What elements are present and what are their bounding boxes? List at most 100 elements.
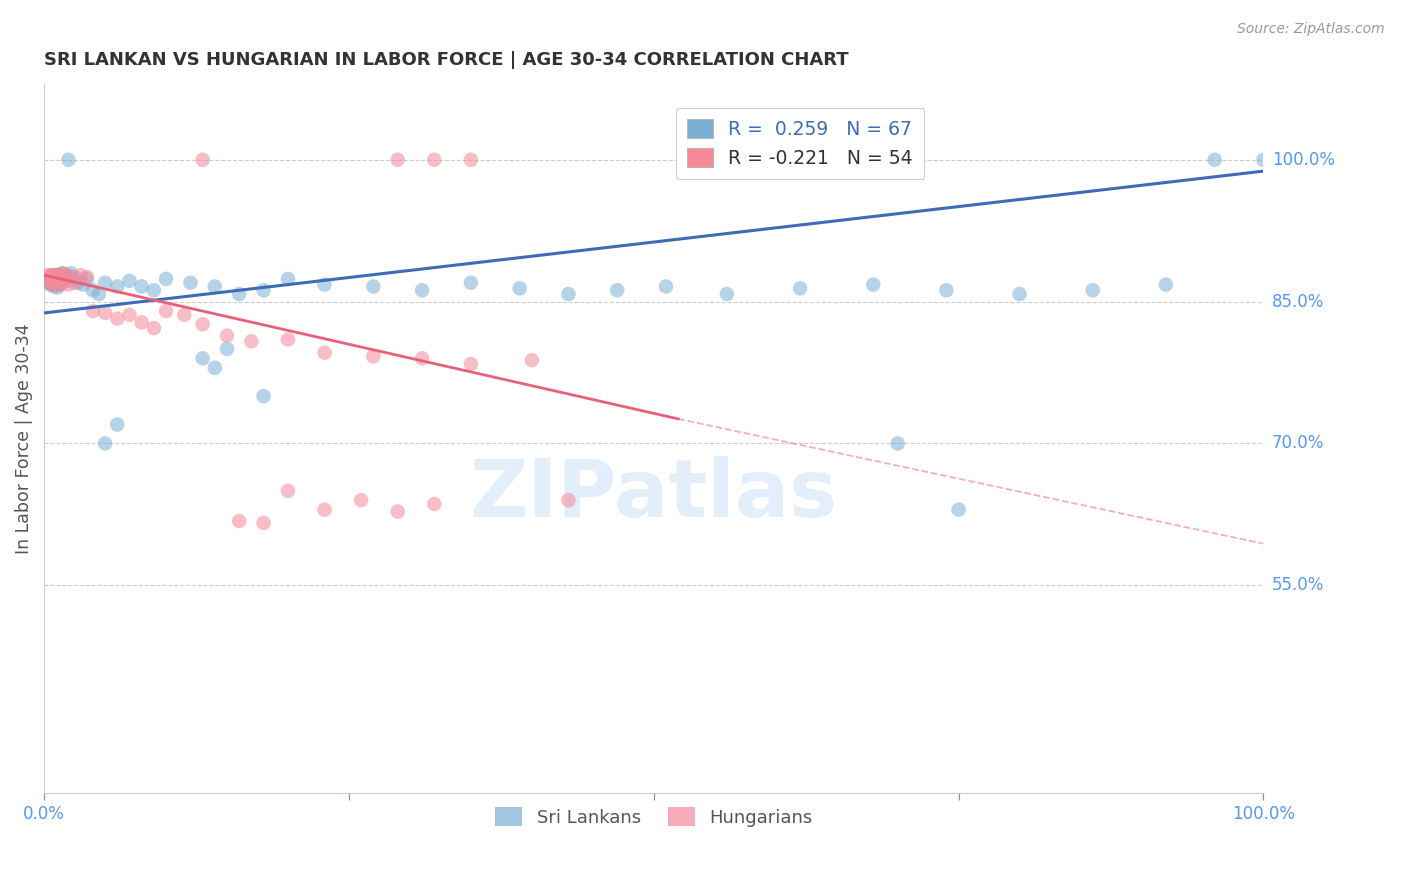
Point xyxy=(228,287,250,301)
Point xyxy=(142,283,165,297)
Point xyxy=(789,281,811,295)
Point xyxy=(252,389,274,403)
Point xyxy=(63,276,86,290)
Point xyxy=(131,315,153,329)
Point xyxy=(46,271,69,285)
Point xyxy=(49,277,72,292)
Point xyxy=(948,502,970,516)
Point xyxy=(155,304,177,318)
Point xyxy=(52,271,75,285)
Point xyxy=(314,277,336,292)
Point xyxy=(277,333,299,347)
Point xyxy=(509,281,531,295)
Point xyxy=(58,277,80,292)
Point xyxy=(215,328,238,343)
Point xyxy=(142,321,165,335)
Point xyxy=(411,351,433,366)
Point xyxy=(48,274,70,288)
Text: ZIPatlas: ZIPatlas xyxy=(470,457,838,534)
Point xyxy=(191,153,214,167)
Point xyxy=(76,272,98,286)
Point xyxy=(460,276,482,290)
Point xyxy=(204,360,226,375)
Point xyxy=(38,271,60,285)
Point xyxy=(48,268,70,282)
Point xyxy=(72,277,94,292)
Point xyxy=(314,345,336,359)
Point xyxy=(350,493,373,508)
Point xyxy=(49,277,72,292)
Point xyxy=(363,350,385,364)
Point xyxy=(191,318,214,332)
Point xyxy=(63,270,86,285)
Point xyxy=(460,153,482,167)
Point xyxy=(423,153,446,167)
Point xyxy=(87,287,110,301)
Point xyxy=(51,266,73,280)
Point xyxy=(53,274,76,288)
Point xyxy=(460,357,482,371)
Point xyxy=(173,308,195,322)
Point xyxy=(204,279,226,293)
Point xyxy=(41,273,63,287)
Point xyxy=(105,311,128,326)
Point xyxy=(42,276,65,290)
Point xyxy=(314,502,336,516)
Text: 70.0%: 70.0% xyxy=(1272,434,1324,452)
Text: 100.0%: 100.0% xyxy=(1272,151,1334,169)
Point xyxy=(1253,153,1275,167)
Point xyxy=(45,274,67,288)
Point xyxy=(41,274,63,288)
Point xyxy=(131,279,153,293)
Point xyxy=(1008,287,1031,301)
Point xyxy=(48,268,70,282)
Point xyxy=(55,268,77,282)
Point xyxy=(44,274,66,288)
Text: 55.0%: 55.0% xyxy=(1272,576,1324,594)
Point xyxy=(191,351,214,366)
Point xyxy=(1204,153,1226,167)
Text: Source: ZipAtlas.com: Source: ZipAtlas.com xyxy=(1237,22,1385,37)
Point xyxy=(94,436,117,450)
Point xyxy=(49,271,72,285)
Point xyxy=(411,283,433,297)
Point xyxy=(51,272,73,286)
Point xyxy=(45,276,67,290)
Point xyxy=(520,353,543,368)
Point xyxy=(39,276,62,290)
Point xyxy=(52,270,75,285)
Point xyxy=(606,283,628,297)
Point xyxy=(46,271,69,285)
Point xyxy=(82,304,104,318)
Point xyxy=(1154,277,1177,292)
Point xyxy=(557,493,579,508)
Point xyxy=(155,272,177,286)
Point xyxy=(886,436,908,450)
Point xyxy=(37,268,59,282)
Point xyxy=(118,274,141,288)
Legend: Sri Lankans, Hungarians: Sri Lankans, Hungarians xyxy=(488,800,820,834)
Point xyxy=(277,272,299,286)
Point xyxy=(46,277,69,292)
Point xyxy=(363,279,385,293)
Point xyxy=(387,504,409,518)
Point xyxy=(37,276,59,290)
Point xyxy=(46,280,69,294)
Point xyxy=(44,271,66,285)
Point xyxy=(94,306,117,320)
Point xyxy=(59,270,82,285)
Point xyxy=(716,287,738,301)
Text: SRI LANKAN VS HUNGARIAN IN LABOR FORCE | AGE 30-34 CORRELATION CHART: SRI LANKAN VS HUNGARIAN IN LABOR FORCE |… xyxy=(44,51,849,69)
Point xyxy=(252,283,274,297)
Point xyxy=(59,266,82,280)
Point xyxy=(118,308,141,322)
Point xyxy=(105,279,128,293)
Point xyxy=(44,270,66,285)
Point xyxy=(41,268,63,282)
Point xyxy=(41,268,63,282)
Point xyxy=(94,276,117,290)
Point xyxy=(76,270,98,285)
Point xyxy=(423,497,446,511)
Point xyxy=(557,287,579,301)
Point xyxy=(45,268,67,282)
